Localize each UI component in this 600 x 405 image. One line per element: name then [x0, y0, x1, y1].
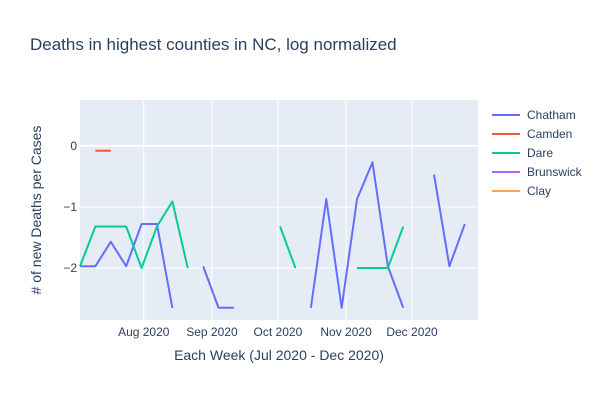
series-chatham: [80, 161, 466, 309]
legend-label: Camden: [527, 127, 572, 141]
grid-lines: [80, 100, 478, 320]
legend-item-dare[interactable]: Dare: [492, 146, 553, 160]
legend-item-chatham[interactable]: Chatham: [492, 108, 576, 122]
x-tick-label: Nov 2020: [320, 325, 372, 339]
series-dare: [79, 200, 405, 270]
series-line-dare: [79, 200, 405, 270]
x-axis-title: Each Week (Jul 2020 - Dec 2020): [174, 347, 384, 363]
legend[interactable]: Chatham Camden Dare Brunswick Clay: [492, 108, 583, 198]
legend-label: Brunswick: [527, 165, 583, 179]
y-tick-label: 0: [70, 139, 77, 153]
x-tick-label: Sep 2020: [186, 325, 238, 339]
legend-item-brunswick[interactable]: Brunswick: [492, 165, 583, 179]
x-tick-label: Aug 2020: [118, 325, 170, 339]
legend-item-camden[interactable]: Camden: [492, 127, 572, 141]
y-tick-label: −2: [63, 261, 77, 275]
y-axis-ticks: 0 −1 −2: [63, 139, 77, 275]
chart-title: Deaths in highest counties in NC, log no…: [30, 35, 397, 54]
plot-area: [80, 100, 478, 320]
y-axis-title: # of new Deaths per Cases: [28, 126, 44, 295]
series-line-chatham: [80, 161, 466, 309]
legend-label: Dare: [527, 146, 553, 160]
x-tick-label: Oct 2020: [254, 325, 303, 339]
x-tick-label: Dec 2020: [386, 325, 438, 339]
legend-label: Chatham: [527, 108, 576, 122]
x-axis-ticks: Aug 2020 Sep 2020 Oct 2020 Nov 2020 Dec 2020: [118, 325, 438, 339]
legend-label: Clay: [527, 184, 551, 198]
y-tick-label: −1: [63, 200, 77, 214]
legend-item-clay[interactable]: Clay: [492, 184, 551, 198]
series-lines: [79, 149, 466, 309]
